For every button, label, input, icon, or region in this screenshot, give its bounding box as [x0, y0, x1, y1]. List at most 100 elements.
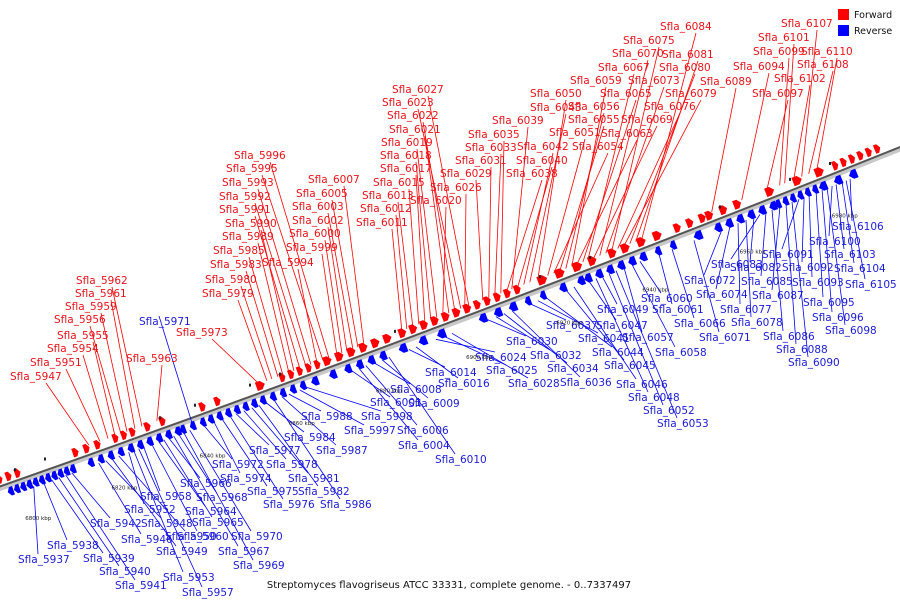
reverse-gene-label[interactable]: Sfla_5986 [320, 499, 372, 511]
reverse-gene-label[interactable]: Sfla_6047 [596, 320, 648, 332]
reverse-gene-label[interactable]: Sfla_6058 [655, 347, 707, 359]
forward-gene-label[interactable]: Sfla_6081 [662, 49, 714, 61]
reverse-gene-label[interactable]: Sfla_6028 [508, 378, 560, 390]
forward-gene-label[interactable]: Sfla_5962 [76, 275, 128, 287]
forward-gene-label[interactable]: Sfla_5980 [205, 274, 257, 286]
forward-gene-label[interactable]: Sfla_5954 [47, 343, 99, 355]
forward-gene-label[interactable]: Sfla_6059 [570, 75, 622, 87]
reverse-gene-label[interactable]: Sfla_6093 [792, 277, 844, 289]
forward-gene-label[interactable]: Sfla_6015 [373, 177, 425, 189]
forward-gene-label[interactable]: Sfla_6070 [612, 48, 664, 60]
forward-gene-label[interactable]: Sfla_6050 [530, 88, 582, 100]
forward-gene-label[interactable]: Sfla_5973 [176, 327, 228, 339]
reverse-gene-label[interactable]: Sfla_5971 [139, 316, 191, 328]
forward-gene-label[interactable]: Sfla_6080 [659, 62, 711, 74]
reverse-gene-label[interactable]: Sfla_5987 [316, 445, 368, 457]
forward-gene-label[interactable]: Sfla_6027 [392, 84, 444, 96]
forward-gene-label[interactable]: Sfla_6033 [465, 142, 517, 154]
reverse-gene-label[interactable]: Sfla_6105 [845, 279, 897, 291]
forward-gene-label[interactable]: Sfla_6069 [621, 114, 673, 126]
forward-gene-label[interactable]: Sfla_6005 [296, 188, 348, 200]
reverse-gene-label[interactable]: Sfla_6049 [597, 304, 649, 316]
reverse-gene-label[interactable]: Sfla_5942 [90, 518, 142, 530]
forward-gene-label[interactable]: Sfla_6067 [598, 62, 650, 74]
forward-gene-label[interactable]: Sfla_6101 [758, 32, 810, 44]
reverse-gene-label[interactable]: Sfla_6008 [390, 384, 442, 396]
forward-gene-label[interactable]: Sfla_5947 [10, 371, 62, 383]
forward-gene-label[interactable]: Sfla_5992 [219, 191, 271, 203]
reverse-gene-label[interactable]: Sfla_6106 [832, 221, 884, 233]
reverse-gene-label[interactable]: Sfla_5952 [124, 504, 176, 516]
reverse-gene-label[interactable]: Sfla_5981 [288, 473, 340, 485]
reverse-gene-label[interactable]: Sfla_6092 [782, 262, 834, 274]
forward-gene-label[interactable]: Sfla_6051 [549, 127, 601, 139]
forward-gene-label[interactable]: Sfla_6002 [292, 215, 344, 227]
reverse-gene-label[interactable]: Sfla_5950 [165, 531, 217, 543]
forward-gene-label[interactable]: Sfla_6055 [568, 114, 620, 126]
reverse-gene-label[interactable]: Sfla_6090 [788, 357, 840, 369]
forward-gene-label[interactable]: Sfla_6043 [530, 102, 582, 114]
reverse-gene-label[interactable]: Sfla_5967 [218, 546, 270, 558]
forward-gene-label[interactable]: Sfla_5994 [262, 257, 314, 269]
reverse-gene-label[interactable]: Sfla_5957 [182, 587, 234, 599]
forward-gene-label[interactable]: Sfla_5999 [286, 242, 338, 254]
reverse-gene-label[interactable]: Sfla_6066 [674, 318, 726, 330]
forward-gene-label[interactable]: Sfla_6099 [753, 46, 805, 58]
forward-gene-label[interactable]: Sfla_6073 [628, 75, 680, 87]
reverse-gene-label[interactable]: Sfla_6004 [398, 440, 450, 452]
forward-gene-label[interactable]: Sfla_6026 [430, 182, 482, 194]
reverse-gene-label[interactable]: Sfla_6037 [546, 320, 598, 332]
reverse-gene-label[interactable]: Sfla_6078 [731, 317, 783, 329]
forward-gene-label[interactable]: Sfla_6017 [380, 163, 432, 175]
reverse-gene-label[interactable]: Sfla_6060 [641, 293, 693, 305]
forward-gene-label[interactable]: Sfla_6039 [492, 115, 544, 127]
reverse-gene-label[interactable]: Sfla_6010 [435, 454, 487, 466]
reverse-gene-label[interactable]: Sfla_6061 [652, 304, 704, 316]
reverse-gene-label[interactable]: Sfla_6016 [438, 378, 490, 390]
reverse-gene-label[interactable]: Sfla_6085 [741, 276, 793, 288]
reverse-gene-label[interactable]: Sfla_5976 [263, 499, 315, 511]
reverse-gene-label[interactable]: Sfla_5958 [140, 491, 192, 503]
forward-gene-label[interactable]: Sfla_5959 [65, 301, 117, 313]
reverse-gene-label[interactable]: Sfla_6083 [711, 259, 763, 271]
forward-gene-label[interactable]: Sfla_6063 [601, 128, 653, 140]
reverse-gene-label[interactable]: Sfla_6095 [803, 297, 855, 309]
forward-gene-label[interactable]: Sfla_6013 [362, 190, 414, 202]
reverse-gene-label[interactable]: Sfla_6041 [578, 333, 630, 345]
reverse-gene-label[interactable]: Sfla_5966 [180, 478, 232, 490]
reverse-gene-label[interactable]: Sfla_6024 [475, 352, 527, 364]
forward-gene-label[interactable]: Sfla_6000 [289, 228, 341, 240]
reverse-gene-label[interactable]: Sfla_6048 [628, 392, 680, 404]
reverse-gene-label[interactable]: Sfla_6030 [506, 336, 558, 348]
reverse-gene-label[interactable]: Sfla_6082 [730, 262, 782, 274]
forward-gene-label[interactable]: Sfla_6040 [516, 155, 568, 167]
forward-gene-label[interactable]: Sfla_5961 [75, 288, 127, 300]
reverse-gene-label[interactable]: Sfla_6052 [643, 405, 695, 417]
reverse-gene-label[interactable]: Sfla_5997 [344, 425, 396, 437]
forward-gene-label[interactable]: Sfla_6012 [360, 203, 412, 215]
forward-gene-label[interactable]: Sfla_5983 [210, 259, 262, 271]
forward-gene-label[interactable]: Sfla_6023 [382, 97, 434, 109]
reverse-gene-label[interactable]: Sfla_6074 [696, 289, 748, 301]
reverse-gene-label[interactable]: Sfla_5988 [301, 411, 353, 423]
forward-gene-label[interactable]: Sfla_5991 [219, 204, 271, 216]
reverse-gene-label[interactable]: Sfla_6087 [752, 290, 804, 302]
forward-gene-label[interactable]: Sfla_5963 [126, 353, 178, 365]
forward-gene-label[interactable]: Sfla_6022 [387, 110, 439, 122]
reverse-gene-label[interactable]: Sfla_5938 [47, 540, 99, 552]
reverse-gene-label[interactable]: Sfla_6057 [622, 332, 674, 344]
forward-gene-label[interactable]: Sfla_6021 [389, 124, 441, 136]
reverse-gene-label[interactable]: Sfla_5982 [298, 486, 350, 498]
reverse-gene-label[interactable]: Sfla_5937 [18, 554, 70, 566]
forward-gene-label[interactable]: Sfla_6007 [308, 174, 360, 186]
reverse-gene-label[interactable]: Sfla_5940 [99, 566, 151, 578]
forward-gene-label[interactable]: Sfla_6035 [468, 129, 520, 141]
forward-gene-label[interactable]: Sfla_6089 [700, 76, 752, 88]
reverse-gene-label[interactable]: Sfla_6072 [684, 275, 736, 287]
forward-gene-label[interactable]: Sfla_6094 [733, 61, 785, 73]
reverse-gene-label[interactable]: Sfla_6053 [657, 418, 709, 430]
reverse-gene-label[interactable]: Sfla_6091 [762, 249, 814, 261]
reverse-gene-label[interactable]: Sfla_6025 [486, 365, 538, 377]
reverse-gene-label[interactable]: Sfla_6077 [720, 304, 772, 316]
forward-gene-label[interactable]: Sfla_5995 [226, 163, 278, 175]
